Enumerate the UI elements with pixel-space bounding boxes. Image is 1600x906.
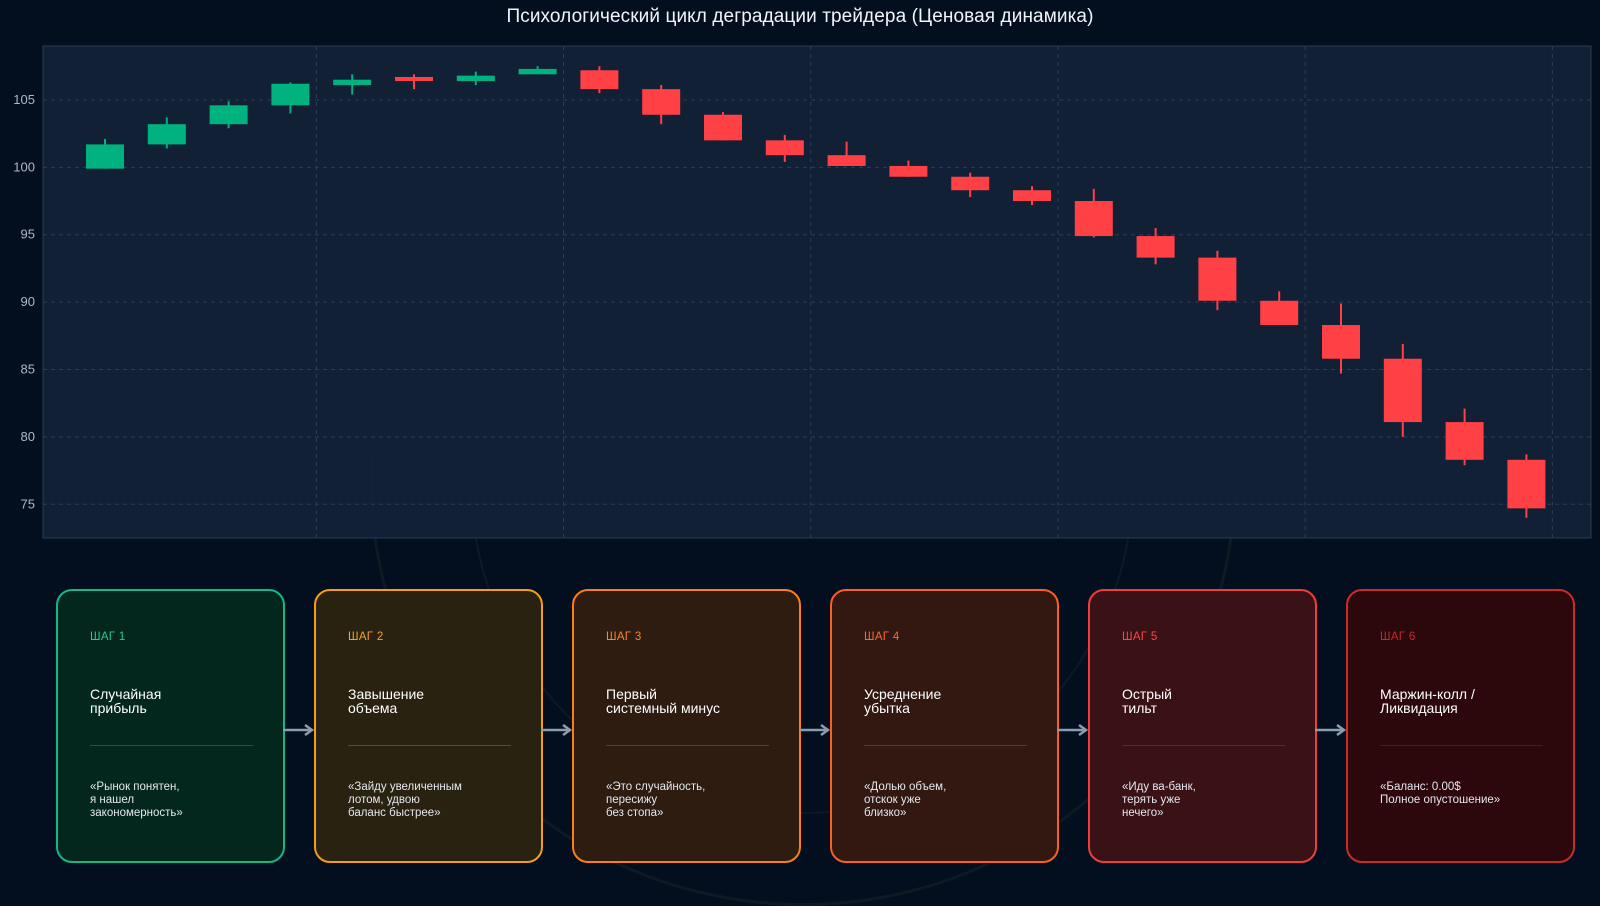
chart-title: Психологический цикл деградации трейдера… bbox=[506, 6, 1094, 27]
candle-down bbox=[1198, 257, 1237, 301]
candle-down bbox=[1507, 459, 1546, 509]
y-tick-label: 105 bbox=[13, 92, 35, 107]
candle-down bbox=[395, 77, 433, 82]
step-label: ШАГ 5 bbox=[1122, 631, 1158, 643]
step-quote: «Это случайность, пересижу без стопа» bbox=[606, 781, 706, 819]
candle-down bbox=[827, 155, 866, 166]
step-quote: «Долью объем, отскок уже близко» bbox=[864, 781, 947, 819]
y-tick-label: 85 bbox=[21, 362, 35, 377]
step-title: Усреднение убытка bbox=[864, 686, 942, 716]
candle-down bbox=[1445, 422, 1484, 460]
candle-up bbox=[147, 124, 186, 145]
step-arrow-icon bbox=[799, 724, 831, 736]
step-arrow-icon bbox=[1315, 724, 1347, 736]
y-tick-label: 100 bbox=[13, 159, 35, 174]
y-tick-label: 90 bbox=[21, 294, 35, 309]
step-label: ШАГ 1 bbox=[90, 631, 126, 643]
candle-down bbox=[1383, 358, 1422, 423]
y-tick-label: 75 bbox=[21, 496, 35, 511]
step-quote: «Рынок понятен, я нашел закономерность» bbox=[90, 781, 183, 819]
step-arrow-icon bbox=[541, 724, 573, 736]
candle-down bbox=[1074, 201, 1113, 237]
candle-down bbox=[580, 70, 619, 90]
candlestick-chart: 75 80 85 90 95 100 105 bbox=[13, 45, 1592, 539]
step-divider bbox=[606, 745, 769, 746]
step-title: Маржин-колл / Ликвидация bbox=[1380, 686, 1475, 716]
step-divider bbox=[1380, 745, 1543, 746]
step-label: ШАГ 6 bbox=[1380, 631, 1416, 643]
candle-down bbox=[1322, 325, 1360, 359]
candle-down bbox=[1013, 190, 1051, 202]
step-card-4: ШАГ 4 Усреднение убытка «Долью объем, отск… bbox=[830, 589, 1059, 863]
candle-up bbox=[333, 79, 372, 86]
step-title: Случайная прибыль bbox=[90, 686, 162, 716]
candle-down bbox=[1136, 236, 1175, 258]
candle-down bbox=[951, 176, 990, 191]
y-tick-label: 95 bbox=[21, 227, 35, 242]
candle-down bbox=[1260, 300, 1299, 326]
step-title: Первый системный минус bbox=[606, 686, 721, 716]
candle-up bbox=[209, 105, 248, 125]
step-divider bbox=[348, 745, 511, 746]
step-card-3: ШАГ 3 Первый системный минус «Это случайно… bbox=[572, 589, 801, 863]
step-divider bbox=[1122, 745, 1285, 746]
step-quote: «Зайду увеличенным лотом, удвою баланс б… bbox=[348, 781, 462, 819]
step-divider bbox=[90, 745, 253, 746]
step-title: Острый тильт bbox=[1122, 686, 1172, 716]
step-title: Завышение объема bbox=[348, 686, 425, 716]
step-card-2: ШАГ 2 Завышение объема «Зайду увеличенным … bbox=[314, 589, 543, 863]
candle-down bbox=[704, 114, 742, 141]
candle-down bbox=[765, 140, 804, 156]
step-divider bbox=[864, 745, 1027, 746]
candle-up bbox=[86, 144, 124, 169]
step-label: ШАГ 2 bbox=[348, 631, 384, 643]
step-arrow-icon bbox=[1057, 724, 1089, 736]
candle-down bbox=[642, 89, 681, 115]
step-label: ШАГ 3 bbox=[606, 631, 642, 643]
step-card-6: ШАГ 6 Маржин-колл / Ликвидация «Баланс: 0.… bbox=[1346, 589, 1575, 863]
step-quote: «Баланс: 0.00$ Полное опустошение» bbox=[1380, 781, 1501, 806]
step-card-5: ШАГ 5 Острый тильт «Иду ва-банк, терять уж… bbox=[1088, 589, 1317, 863]
candle-up bbox=[518, 68, 557, 75]
candle-up bbox=[456, 75, 495, 82]
step-arrow-icon bbox=[283, 724, 315, 736]
step-card-1: ШАГ 1 Случайная прибыль «Рынок понятен, я … bbox=[56, 589, 285, 863]
candle-down bbox=[889, 165, 928, 177]
step-label: ШАГ 4 bbox=[864, 631, 900, 643]
step-quote: «Иду ва-банк, терять уже нечего» bbox=[1122, 781, 1196, 819]
y-tick-label: 80 bbox=[21, 429, 35, 444]
plot-area bbox=[42, 45, 1592, 539]
candle-up bbox=[271, 83, 310, 106]
